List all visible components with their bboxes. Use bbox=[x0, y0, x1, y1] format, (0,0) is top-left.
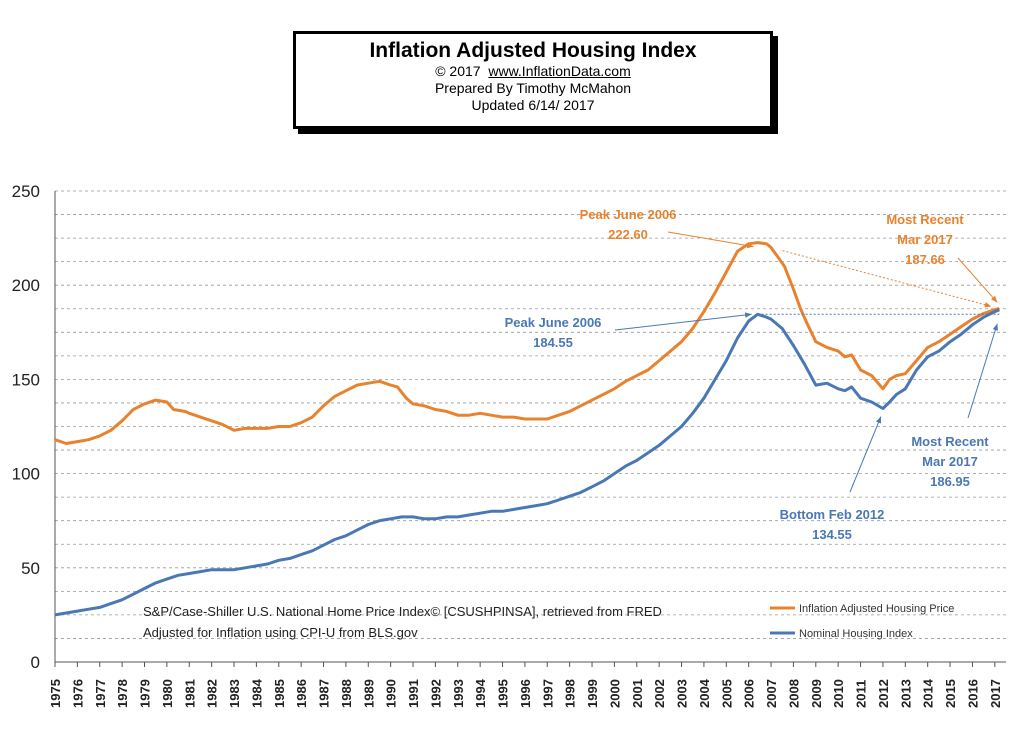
x-tick-label: 1983 bbox=[227, 679, 242, 708]
legend-label-nominal: Nominal Housing Index bbox=[799, 628, 913, 640]
arrow-peak-blue bbox=[614, 313, 752, 331]
annotation-peak-orange-label: Peak June 2006 bbox=[580, 207, 677, 222]
y-tick-label: 0 bbox=[31, 653, 40, 672]
arrow-recent-blue-head bbox=[992, 323, 998, 331]
grid-lines bbox=[55, 190, 1006, 639]
chart-title: Inflation Adjusted Housing Index bbox=[369, 39, 697, 62]
x-tick-label: 2015 bbox=[943, 679, 958, 708]
arrow-recent-blue bbox=[967, 323, 998, 419]
x-tick-label: 2016 bbox=[965, 679, 980, 708]
copyright-text: © 2017 bbox=[435, 63, 481, 79]
copyright-line: © 2017 www.InflationData.com bbox=[296, 63, 770, 80]
x-tick-label: 2003 bbox=[675, 679, 690, 708]
axes bbox=[54, 191, 1006, 667]
x-tick-label: 2017 bbox=[988, 679, 1003, 708]
x-tick-label: 2012 bbox=[876, 679, 891, 708]
annotation-peak-orange-value: 222.60 bbox=[608, 227, 648, 242]
annotations: Peak June 2006 222.60 Most Recent Mar 2017 1… bbox=[505, 207, 1000, 542]
x-tick-label: 2005 bbox=[719, 679, 734, 708]
x-tick-label: 1999 bbox=[585, 679, 600, 708]
annotation-recent-orange-label-2: Mar 2017 bbox=[897, 232, 953, 247]
x-tick-label: 1991 bbox=[406, 679, 421, 708]
x-tick-label: 2002 bbox=[652, 679, 667, 708]
annotation-recent-blue-label-2: Mar 2017 bbox=[922, 454, 978, 469]
x-tick-label: 1986 bbox=[294, 679, 309, 708]
x-tick-label: 1989 bbox=[361, 679, 376, 708]
x-tick-label: 1998 bbox=[563, 679, 578, 708]
source-line-2: Adjusted for Inflation using CPI-U from … bbox=[143, 625, 418, 640]
x-tick-label: 1977 bbox=[93, 679, 108, 708]
annotation-recent-orange-label-1: Most Recent bbox=[886, 212, 964, 227]
trend-dotted-orange-head bbox=[984, 302, 992, 308]
arrow-recent-orange-head bbox=[990, 295, 998, 303]
x-tick-label: 1996 bbox=[518, 679, 533, 708]
x-tick-label: 2000 bbox=[607, 679, 622, 708]
y-tick-label: 200 bbox=[12, 276, 40, 295]
legend: Inflation Adjusted Housing Price Nominal… bbox=[770, 603, 954, 640]
x-tick-label: 1978 bbox=[115, 679, 130, 708]
x-tick-label: 2007 bbox=[764, 679, 779, 708]
x-tick-label: 2004 bbox=[697, 678, 712, 708]
title-box: Inflation Adjusted Housing Index © 2017 … bbox=[293, 31, 773, 129]
arrow-peak-orange bbox=[667, 231, 754, 248]
website-link[interactable]: www.InflationData.com bbox=[488, 63, 631, 79]
series-lines bbox=[54, 241, 1000, 617]
x-tick-label: 1975 bbox=[48, 679, 63, 708]
x-tick-label: 2014 bbox=[921, 678, 936, 708]
y-tick-labels: 0 50 100 150 200 250 bbox=[12, 182, 40, 672]
x-tick-label: 1988 bbox=[339, 679, 354, 708]
annotation-bottom-blue-value: 134.55 bbox=[812, 527, 852, 542]
x-tick-label: 1984 bbox=[249, 678, 264, 708]
annotation-peak-blue-value: 184.55 bbox=[533, 335, 573, 350]
x-tick-label: 1993 bbox=[451, 679, 466, 708]
updated-date: Updated 6/14/ 2017 bbox=[471, 97, 595, 113]
x-tick-label: 1997 bbox=[540, 679, 555, 708]
x-tick-label: 1982 bbox=[205, 679, 220, 708]
arrow-bottom-blue-head bbox=[875, 416, 882, 424]
arrow-bottom-blue bbox=[849, 416, 882, 493]
arrow-peak-blue-head bbox=[744, 312, 752, 318]
source-line-1: S&P/Case-Shiller U.S. National Home Pric… bbox=[143, 604, 662, 619]
x-tick-label: 2013 bbox=[898, 679, 913, 708]
annotation-recent-orange-value: 187.66 bbox=[905, 252, 945, 267]
x-tick-label: 1976 bbox=[70, 679, 85, 708]
x-tick-labels: 1975 1976 1977 1978 1979 1980 1981 1982 1983 1984… bbox=[48, 678, 1003, 708]
x-tick-label: 2006 bbox=[742, 679, 757, 708]
x-tick-label: 2008 bbox=[786, 679, 801, 708]
source-note: S&P/Case-Shiller U.S. National Home Pric… bbox=[143, 604, 662, 640]
trend-dotted-orange bbox=[782, 250, 992, 307]
x-tick-label: 1992 bbox=[428, 679, 443, 708]
series-line-nominal bbox=[54, 308, 1000, 617]
arrow-recent-orange bbox=[957, 257, 998, 303]
y-tick-label: 150 bbox=[12, 370, 40, 389]
x-tick-label: 1994 bbox=[473, 678, 488, 708]
x-tick-label: 1979 bbox=[138, 679, 153, 708]
x-tick-label: 2009 bbox=[809, 679, 824, 708]
x-tick-label: 1987 bbox=[317, 679, 332, 708]
y-tick-label: 250 bbox=[12, 182, 40, 201]
arrow-peak-orange-head bbox=[746, 242, 754, 249]
y-tick-label: 100 bbox=[12, 465, 40, 484]
x-tick-label: 2001 bbox=[630, 679, 645, 708]
x-tick-label: 1990 bbox=[384, 679, 399, 708]
prepared-by: Prepared By Timothy McMahon bbox=[434, 80, 632, 96]
legend-label-inflation-adjusted: Inflation Adjusted Housing Price bbox=[799, 603, 954, 615]
x-tick-label: 1995 bbox=[496, 679, 511, 708]
annotation-recent-blue-label-1: Most Recent bbox=[911, 434, 989, 449]
series-line-inflation-adjusted bbox=[54, 241, 1000, 445]
x-tick-label: 2010 bbox=[831, 679, 846, 708]
annotation-bottom-blue-label: Bottom Feb 2012 bbox=[780, 507, 885, 522]
x-tick-label: 1985 bbox=[272, 679, 287, 708]
annotation-peak-blue-label: Peak June 2006 bbox=[505, 315, 602, 330]
y-tick-label: 50 bbox=[21, 559, 40, 578]
x-tick-label: 1981 bbox=[182, 679, 197, 708]
annotation-recent-blue-value: 186.95 bbox=[930, 474, 970, 489]
x-tick-label: 1980 bbox=[160, 679, 175, 708]
x-tick-label: 2011 bbox=[854, 680, 869, 708]
